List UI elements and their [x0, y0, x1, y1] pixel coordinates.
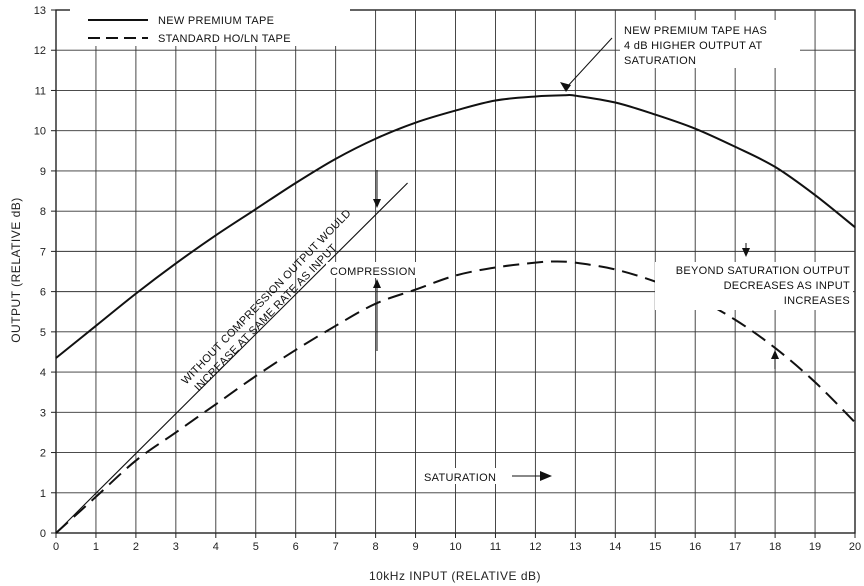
beyond-arrowhead-bottom: [771, 350, 779, 359]
x-tick-label: 19: [809, 541, 821, 553]
x-tick-label: 14: [609, 541, 621, 553]
x-tick-label: 1: [93, 541, 99, 553]
saturation-arrowhead: [540, 471, 552, 481]
y-tick-label: 5: [40, 327, 46, 339]
x-tick-label: 10: [449, 541, 461, 553]
annotation-premium-leader: [565, 37, 613, 89]
y-tick-label: 10: [34, 126, 46, 138]
x-tick-label: 15: [649, 541, 661, 553]
x-tick-label: 3: [173, 541, 179, 553]
y-tick-label: 4: [40, 367, 46, 379]
y-tick-label: 2: [40, 448, 46, 460]
series-reference-line: [55, 182, 408, 534]
y-tick-label: 8: [40, 206, 46, 218]
x-tick-label: 4: [213, 541, 219, 553]
annotation-beyond: BEYOND SATURATION OUTPUT DECREASES AS IN…: [655, 243, 853, 369]
x-tick-label: 8: [373, 541, 379, 553]
x-tick-label: 12: [529, 541, 541, 553]
x-tick-label: 13: [569, 541, 581, 553]
legend-background: [70, 8, 350, 46]
annotation-beyond-line-3: INCREASES: [784, 295, 850, 307]
x-tick-label: 16: [689, 541, 701, 553]
annotation-compression-background: [326, 262, 422, 278]
legend-label-standard: STANDARD HO/LN TAPE: [158, 33, 291, 45]
x-axis-label: 10kHz INPUT (RELATIVE dB): [369, 569, 541, 583]
annotation-without: WITHOUT COMPRESSION OUTPUT WOULD INCREAS…: [180, 207, 354, 394]
compression-arrowhead-top: [373, 199, 381, 208]
y-tick-label: 11: [35, 85, 46, 97]
annotation-compression: COMPRESSION: [326, 170, 422, 351]
annotation-without-line-1: WITHOUT COMPRESSION OUTPUT WOULD: [180, 207, 354, 387]
x-tick-label: 2: [133, 541, 139, 553]
annotation-beyond-background: [655, 262, 853, 310]
y-axis-label: OUTPUT (RELATIVE dB): [9, 197, 23, 343]
annotation-saturation-background: [420, 468, 508, 484]
annotation-compression-label: COMPRESSION: [330, 266, 416, 278]
annotation-premium: NEW PREMIUM TAPE HAS 4 dB HIGHER OUTPUT …: [560, 20, 800, 92]
legend-label-premium: NEW PREMIUM TAPE: [158, 15, 274, 27]
y-tick-label: 1: [40, 488, 46, 500]
y-tick-label: 0: [40, 528, 46, 540]
annotation-beyond-line-2: DECREASES AS INPUT: [724, 280, 850, 292]
y-tick-label: 12: [34, 45, 46, 57]
y-tick-label: 13: [34, 5, 46, 17]
x-tick-label: 0: [53, 541, 59, 553]
x-tick-labels: 0 1 2 3 4 5 6 7 8 9 10 11 12 13 14 15 16 17 18 19 20: [53, 541, 861, 553]
annotation-premium-line-1: NEW PREMIUM TAPE HAS: [624, 25, 767, 37]
y-tick-label: 7: [40, 246, 46, 258]
compression-arrowhead-bottom: [373, 279, 381, 288]
x-tick-label: 20: [849, 541, 861, 553]
annotation-saturation-label: SATURATION: [424, 472, 496, 484]
annotation-without-line-2: INCREASE AT SAME RATE AS INPUT: [192, 242, 339, 394]
annotation-saturation: SATURATION: [420, 468, 552, 484]
annotation-beyond-line-1: BEYOND SATURATION OUTPUT: [676, 265, 850, 277]
beyond-arrowhead-top: [742, 248, 750, 257]
x-tick-label: 5: [253, 541, 259, 553]
annotation-premium-background: [620, 20, 800, 68]
x-tick-label: 7: [333, 541, 339, 553]
annotation-premium-line-2: 4 dB HIGHER OUTPUT AT: [624, 40, 763, 52]
series-new-premium-tape: [55, 93, 856, 359]
x-tick-label: 9: [412, 541, 418, 553]
legend: NEW PREMIUM TAPE STANDARD HO/LN TAPE: [70, 8, 350, 46]
x-tick-label: 6: [293, 541, 299, 553]
y-tick-label: 9: [40, 166, 46, 178]
annotation-premium-arrowhead: [560, 82, 571, 92]
y-tick-label: 6: [40, 287, 46, 299]
x-tick-label: 11: [490, 541, 501, 553]
annotation-premium-line-3: SATURATION: [624, 55, 696, 67]
y-tick-label: 3: [40, 407, 46, 419]
x-tick-label: 17: [729, 541, 741, 553]
x-tick-label: 18: [769, 541, 781, 553]
